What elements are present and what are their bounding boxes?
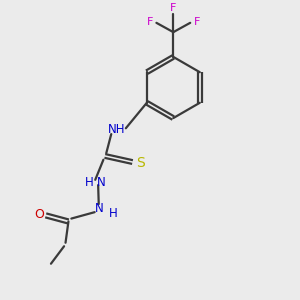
Text: S: S <box>136 156 145 170</box>
Text: O: O <box>34 208 44 221</box>
Text: N: N <box>97 176 105 189</box>
Text: N: N <box>94 202 103 215</box>
Text: H: H <box>85 176 93 189</box>
Text: F: F <box>147 17 153 27</box>
Text: F: F <box>194 17 200 27</box>
Text: F: F <box>170 3 176 13</box>
Text: NH: NH <box>108 123 125 136</box>
Text: H: H <box>109 207 118 220</box>
